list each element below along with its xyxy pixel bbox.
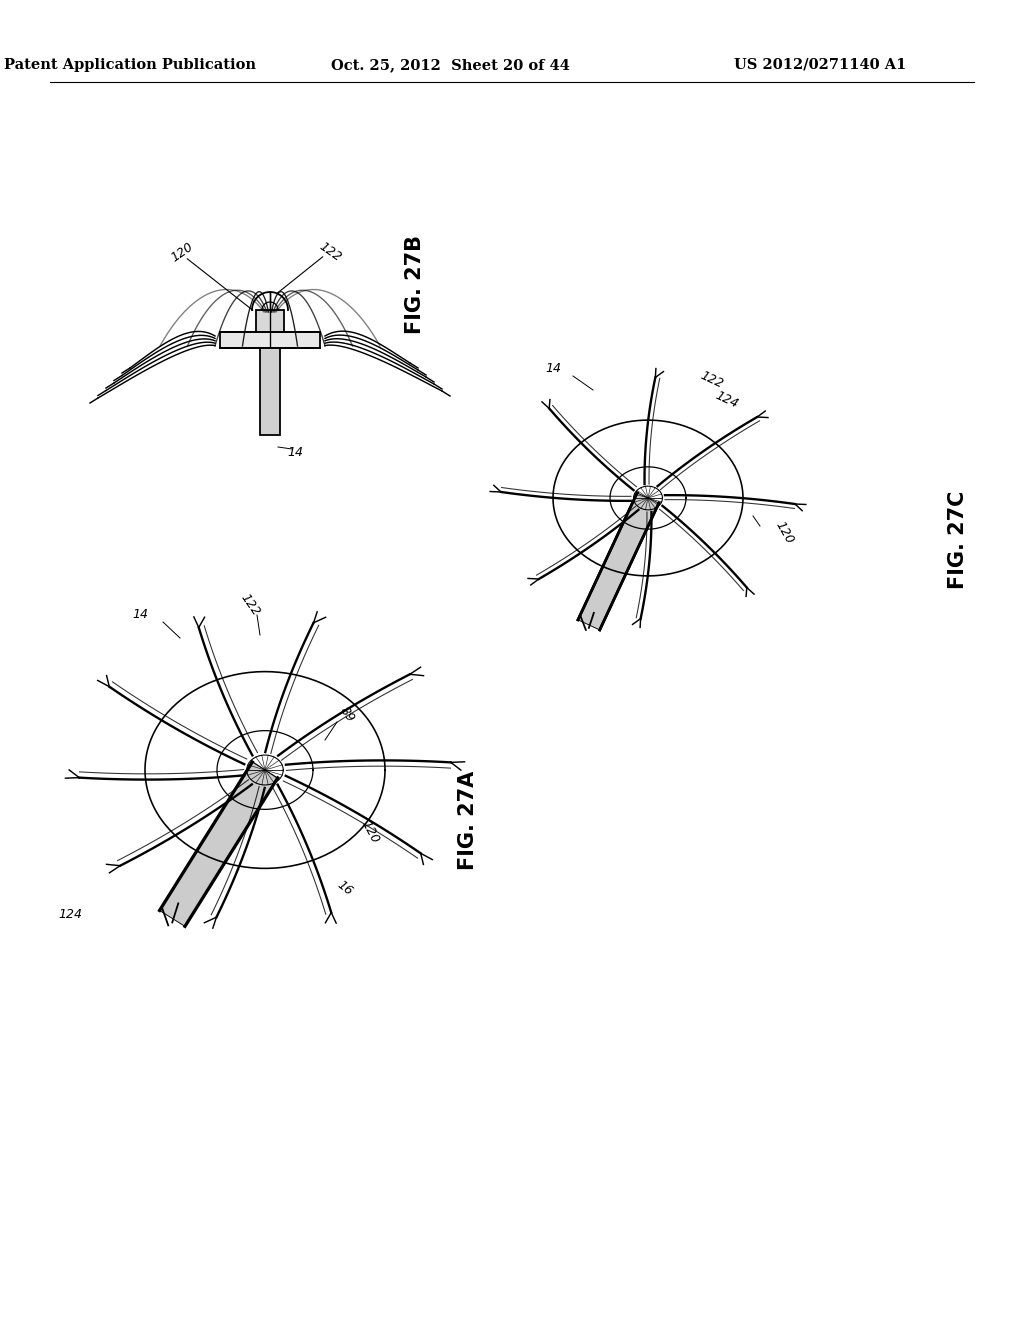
Text: 122: 122 [698,370,725,391]
Text: 14: 14 [545,362,561,375]
Text: 120: 120 [168,240,196,264]
FancyBboxPatch shape [260,348,280,436]
Text: US 2012/0271140 A1: US 2012/0271140 A1 [734,58,906,73]
Text: 120: 120 [358,818,381,846]
Text: FIG. 27A: FIG. 27A [458,771,478,870]
Text: Oct. 25, 2012  Sheet 20 of 44: Oct. 25, 2012 Sheet 20 of 44 [331,58,569,73]
Polygon shape [160,762,278,927]
FancyBboxPatch shape [220,333,319,348]
Text: 122: 122 [316,240,344,264]
FancyBboxPatch shape [256,310,284,333]
Text: 124: 124 [713,389,740,411]
Text: FIG. 27C: FIG. 27C [948,491,968,589]
Text: 120: 120 [773,519,797,546]
Text: 122: 122 [238,591,262,619]
Text: Patent Application Publication: Patent Application Publication [4,58,256,73]
Text: 89: 89 [337,705,357,725]
Text: 14: 14 [132,609,148,622]
Text: FIG. 27B: FIG. 27B [406,235,425,334]
Text: 16: 16 [335,878,355,898]
Polygon shape [578,492,658,630]
Text: 14: 14 [287,446,303,459]
Text: 124: 124 [58,908,82,921]
